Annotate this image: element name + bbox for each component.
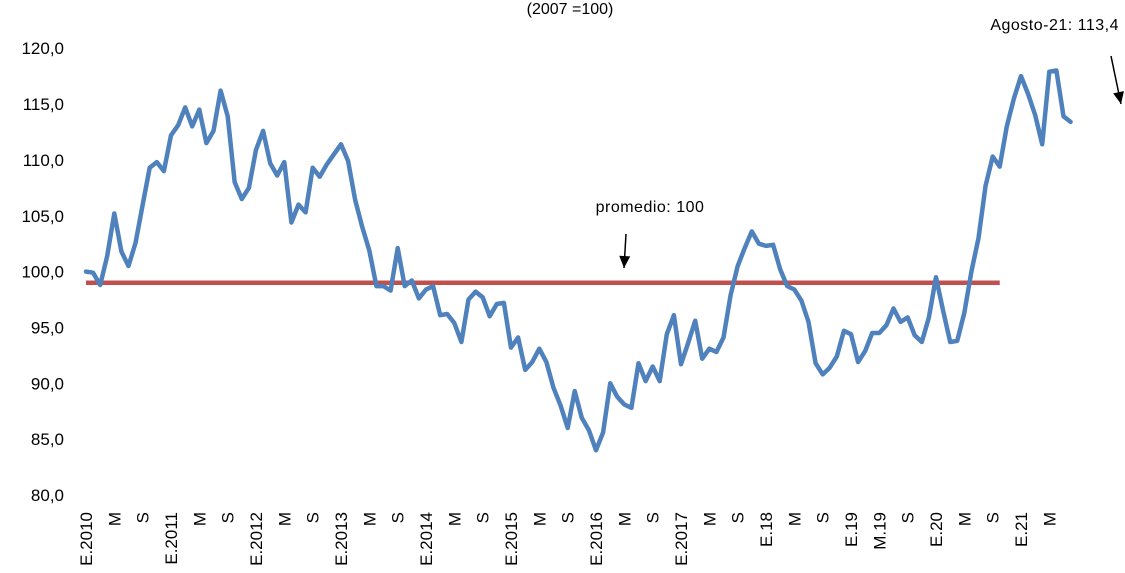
x-tick-label: S xyxy=(814,512,833,523)
y-tick-label: 105,0 xyxy=(21,207,64,226)
x-tick-label: S xyxy=(984,512,1003,523)
x-tick-label: M xyxy=(530,512,549,526)
annotations: Agosto-21: 113,4 promedio: 100 xyxy=(596,17,1124,269)
x-tick-label: S xyxy=(474,512,493,523)
x-tick-label: E.2015 xyxy=(502,512,521,566)
y-tick-label: 100,0 xyxy=(21,263,64,282)
y-tick-label: 95,0 xyxy=(31,318,64,337)
x-tick-label: S xyxy=(899,512,918,523)
y-tick-label: 85,0 xyxy=(31,430,64,449)
last-value-arrow xyxy=(1110,55,1124,105)
x-tick-label: S xyxy=(559,512,578,523)
y-tick-label: 120,0 xyxy=(21,39,64,58)
x-tick-label: E.2017 xyxy=(672,512,691,566)
y-tick-label: 115,0 xyxy=(23,95,64,114)
x-tick-label: M xyxy=(275,512,294,526)
x-tick-label: E.2016 xyxy=(587,512,606,566)
x-tick-label: E.20 xyxy=(927,512,946,547)
x-tick-label: S xyxy=(219,512,238,523)
x-tick-label: E.2013 xyxy=(332,512,351,566)
x-tick-label: S xyxy=(304,512,323,523)
y-axis: 80,0 85,0 90,0 95,0 100,0 105,0 110,0 115,0 120,… xyxy=(21,39,64,505)
x-tick-label: M xyxy=(1040,512,1059,526)
x-tick-label: M xyxy=(190,512,209,526)
y-tick-label: 90,0 xyxy=(31,374,64,393)
last-value-annotation: Agosto-21: 113,4 xyxy=(990,17,1119,34)
x-axis: E.2010 M S E.2011 M S E.2012 M S E.2013 M S E.2014 M S… xyxy=(77,512,1059,566)
x-tick-label: M xyxy=(955,512,974,526)
average-arrow xyxy=(619,233,631,269)
x-tick-label: M xyxy=(785,512,804,526)
y-tick-label: 110,0 xyxy=(23,151,64,170)
x-tick-label: E.2012 xyxy=(247,512,266,566)
x-tick-label: M xyxy=(105,512,124,526)
x-tick-label: M.19 xyxy=(870,512,889,550)
x-tick-label: M xyxy=(615,512,634,526)
series-group xyxy=(83,68,1073,453)
average-annotation: promedio: 100 xyxy=(596,199,705,216)
x-tick-label: S xyxy=(389,512,408,523)
x-tick-label: S xyxy=(644,512,663,523)
x-tick-label: M xyxy=(445,512,464,526)
x-tick-label: M xyxy=(700,512,719,526)
x-tick-label: E.2011 xyxy=(162,512,181,565)
x-tick-label: E.2010 xyxy=(77,512,96,566)
chart-subtitle: (2007 =100) xyxy=(527,1,614,18)
x-tick-label: E.21 xyxy=(1012,512,1031,547)
series-line xyxy=(83,68,1073,453)
x-tick-label: E.2014 xyxy=(417,512,436,566)
y-tick-label: 80,0 xyxy=(31,486,64,505)
x-tick-label: S xyxy=(729,512,748,523)
x-tick-label: S xyxy=(134,512,153,523)
x-tick-label: E.19 xyxy=(842,512,861,547)
x-tick-label: M xyxy=(360,512,379,526)
x-tick-label: E.18 xyxy=(757,512,776,547)
